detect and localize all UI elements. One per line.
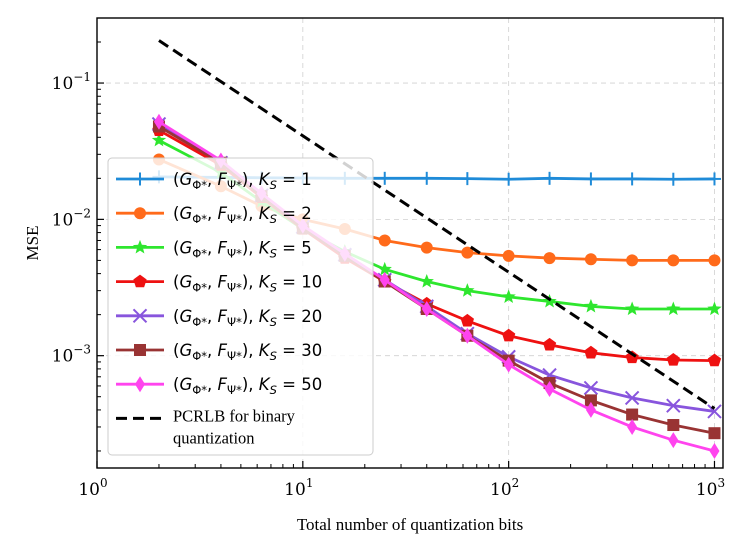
y-axis-label: MSE bbox=[23, 226, 42, 261]
data-point-b bbox=[624, 390, 640, 406]
pcrlb-line bbox=[158, 39, 716, 410]
legend-entry-1: (GΦ*, FΨ*), KS = 2 bbox=[116, 204, 312, 226]
data-point bbox=[461, 246, 474, 259]
data-point bbox=[378, 234, 391, 247]
data-point-b bbox=[666, 398, 681, 413]
data-point bbox=[627, 418, 638, 435]
data-point bbox=[543, 171, 557, 185]
data-point bbox=[625, 172, 639, 186]
data-point bbox=[709, 442, 720, 459]
legend-entry-pcrlb: PCRLB for binary quantization bbox=[116, 406, 296, 447]
data-point bbox=[667, 254, 680, 267]
data-point bbox=[378, 171, 392, 185]
data-point bbox=[460, 172, 474, 186]
plot-frame bbox=[96, 17, 724, 469]
data-point-b bbox=[583, 380, 599, 396]
data-point bbox=[421, 301, 432, 318]
legend-marker bbox=[133, 172, 147, 186]
legend-marker bbox=[135, 376, 145, 393]
legend-label: (GΦ*, FΨ*), KS = 10 bbox=[173, 273, 322, 295]
pcrlb-layer bbox=[158, 39, 716, 410]
data-point bbox=[584, 253, 597, 266]
legend-label: (GΦ*, FΨ*), KS = 1 bbox=[173, 170, 312, 192]
data-point bbox=[583, 380, 599, 396]
data-point bbox=[666, 398, 681, 413]
legend-entry-4: (GΦ*, FΨ*), KS = 20 bbox=[116, 307, 322, 329]
ticks: 100 101 102 103 10−3 10−2 10−1 bbox=[52, 41, 725, 500]
legend-marker bbox=[134, 344, 146, 356]
data-point bbox=[502, 172, 516, 186]
data-point bbox=[544, 380, 555, 397]
data-point bbox=[420, 241, 433, 254]
legend-marker bbox=[134, 207, 146, 220]
legend-label: (GΦ*, FΨ*), KS = 30 bbox=[173, 341, 322, 363]
data-point bbox=[502, 249, 515, 262]
data-point bbox=[626, 408, 639, 421]
legend: (GΦ*, FΨ*), KS = 1 (GΦ*, FΨ*), KS = 2 (GΦ*… bbox=[107, 157, 374, 456]
data-point bbox=[707, 404, 722, 419]
legend-entry-3: (GΦ*, FΨ*), KS = 10 bbox=[116, 273, 322, 295]
data-point bbox=[543, 252, 556, 265]
data-point bbox=[462, 327, 473, 344]
data-point bbox=[707, 172, 721, 186]
data-point bbox=[502, 328, 516, 342]
data-point bbox=[583, 298, 599, 313]
legend-box bbox=[107, 157, 374, 456]
data-point bbox=[667, 419, 680, 432]
legend-marker bbox=[133, 274, 147, 288]
x-tick-label: 100 bbox=[78, 476, 107, 500]
legend-label-line2: quantization bbox=[173, 428, 255, 447]
data-point-b bbox=[707, 404, 722, 419]
data-point bbox=[707, 301, 722, 316]
data-point bbox=[585, 401, 596, 418]
legend-entry-0: (GΦ*, FΨ*), KS = 1 bbox=[116, 170, 312, 192]
legend-marker-b bbox=[132, 308, 148, 324]
data-point bbox=[460, 283, 475, 297]
data-point bbox=[542, 337, 557, 351]
x-tick-label: 101 bbox=[284, 476, 313, 500]
data-point bbox=[153, 113, 164, 130]
data-point bbox=[666, 352, 680, 366]
data-point bbox=[666, 172, 680, 186]
data-point bbox=[377, 261, 392, 276]
data-point bbox=[584, 172, 598, 186]
data-point bbox=[708, 427, 721, 440]
data-point bbox=[666, 301, 681, 316]
data-point bbox=[584, 345, 598, 359]
data-point bbox=[379, 271, 390, 288]
x-tick-label: 102 bbox=[490, 476, 519, 500]
y-tick-label: 10−1 bbox=[52, 70, 91, 94]
data-point bbox=[420, 171, 434, 185]
legend-marker bbox=[132, 239, 148, 254]
y-tick-label: 10−2 bbox=[52, 206, 91, 230]
legend-label: (GΦ*, FΨ*), KS = 50 bbox=[173, 375, 322, 397]
data-point bbox=[460, 313, 475, 327]
y-tick-label: 10−3 bbox=[52, 343, 91, 367]
legend-marker bbox=[132, 308, 148, 324]
data-point bbox=[151, 132, 167, 147]
legend-entry-6: (GΦ*, FΨ*), KS = 50 bbox=[116, 375, 322, 397]
x-tick-label: 103 bbox=[696, 476, 725, 500]
legend-entry-2: (GΦ*, FΨ*), KS = 5 bbox=[116, 238, 312, 260]
data-point bbox=[624, 390, 640, 406]
data-point bbox=[625, 350, 639, 364]
data-point bbox=[626, 254, 639, 267]
data-point bbox=[503, 356, 514, 373]
data-point bbox=[708, 254, 721, 267]
legend-label: (GΦ*, FΨ*), KS = 20 bbox=[173, 307, 322, 329]
data-point bbox=[624, 301, 640, 316]
legend-label-line1: PCRLB for binary bbox=[173, 406, 296, 425]
x-axis-label: Total number of quantization bits bbox=[297, 515, 523, 534]
legend-label: (GΦ*, FΨ*), KS = 2 bbox=[173, 204, 312, 226]
data-point bbox=[419, 274, 434, 288]
data-point bbox=[707, 353, 722, 367]
data-point bbox=[584, 394, 597, 407]
data-point bbox=[501, 289, 516, 303]
legend-label: (GΦ*, FΨ*), KS = 5 bbox=[173, 238, 312, 260]
legend-entry-5: (GΦ*, FΨ*), KS = 30 bbox=[116, 341, 322, 363]
data-point bbox=[668, 432, 679, 449]
